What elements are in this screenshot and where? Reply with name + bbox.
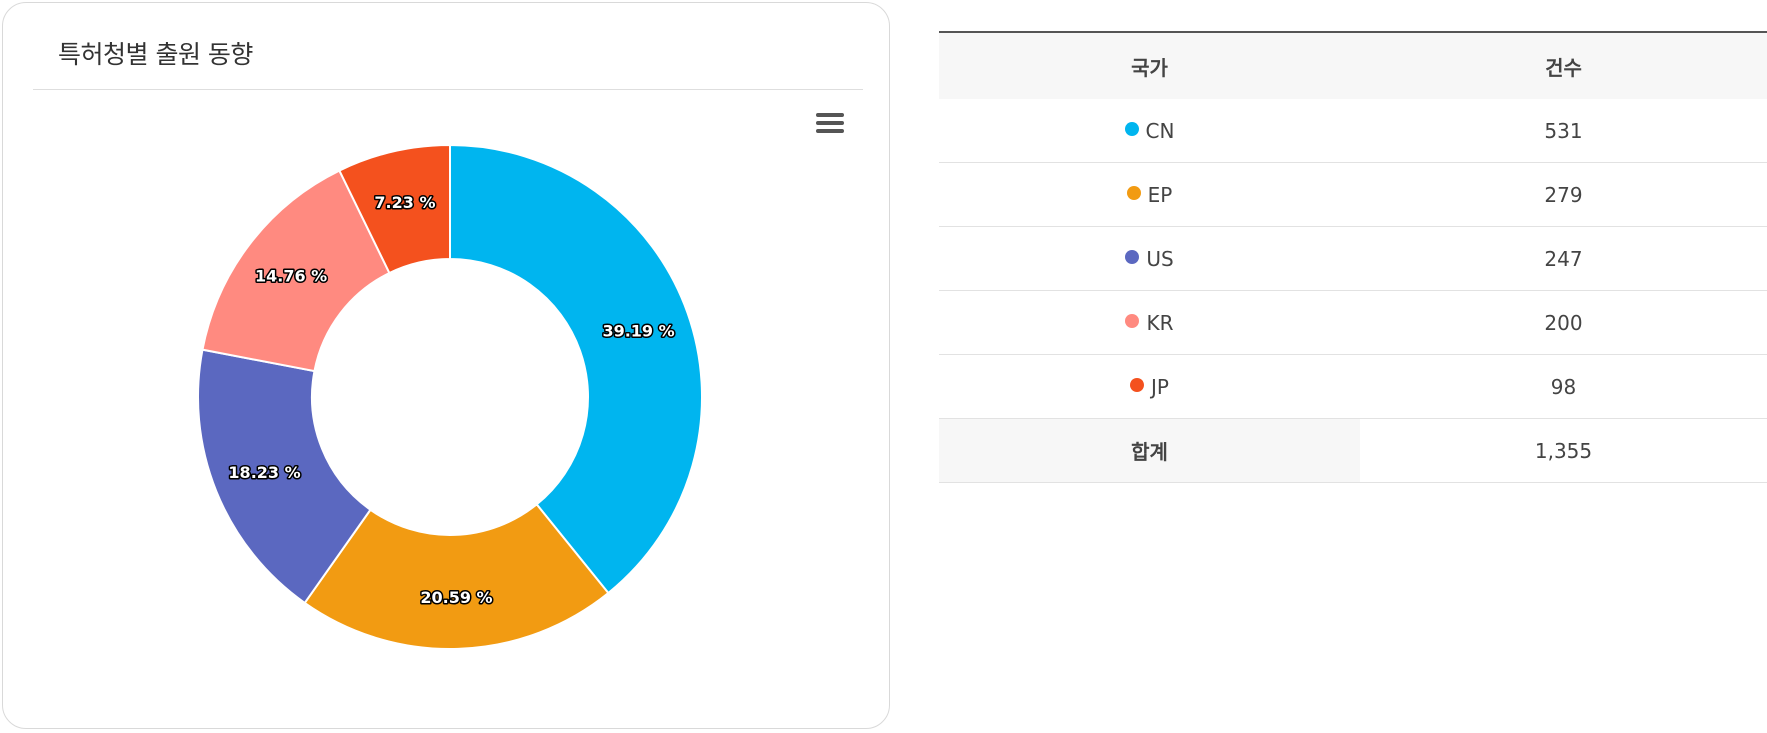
count-cell: 247 — [1544, 246, 1583, 271]
country-cell: KR — [939, 311, 1360, 335]
count-cell: 200 — [1544, 310, 1583, 335]
hamburger-menu-icon[interactable] — [816, 113, 844, 137]
table-row: JP 98 — [939, 355, 1767, 419]
table-total-row: 합계 1,355 — [939, 419, 1767, 483]
slice-jp[interactable] — [338, 143, 451, 275]
count-cell: 531 — [1544, 118, 1583, 143]
country-cell: EP — [939, 183, 1360, 207]
slice-label-ep: 20.59 % — [420, 588, 492, 607]
country-name: EP — [1147, 182, 1173, 207]
legend-dot-icon — [1125, 249, 1140, 264]
slice-us[interactable] — [197, 348, 372, 605]
header-count: 건수 — [1545, 55, 1582, 80]
slice-label-cn: 39.19 % — [602, 321, 674, 340]
legend-dot-icon — [1124, 121, 1139, 136]
chart-card: 특허청별 출원 동향 39.19 % 20.59 % 18.23 % 14.76 % 7… — [2, 2, 890, 729]
country-cell: CN — [939, 119, 1360, 143]
title-divider — [33, 89, 863, 90]
legend-dot-icon — [1126, 185, 1141, 200]
total-label: 합계 — [939, 419, 1360, 482]
country-cell: JP — [939, 375, 1360, 399]
legend-dot-icon — [1130, 377, 1145, 392]
header-country: 국가 — [1131, 55, 1168, 80]
country-cell: US — [939, 247, 1360, 271]
slice-cn[interactable] — [449, 143, 703, 595]
table-header: 국가 건수 — [939, 33, 1767, 99]
chart-title: 특허청별 출원 동향 — [58, 40, 253, 69]
slice-label-kr: 14.76 % — [255, 267, 327, 286]
count-cell: 279 — [1544, 182, 1583, 207]
country-name: CN — [1145, 118, 1175, 143]
country-name: JP — [1151, 374, 1169, 399]
slice-ep[interactable] — [303, 502, 610, 650]
country-table: 국가 건수 CN 531 EP 279 US 247 KR 200 JP 98 합계 1,355 — [939, 31, 1767, 483]
slice-label-jp: 7.23 % — [374, 193, 435, 212]
country-name: KR — [1146, 310, 1174, 335]
count-cell: 98 — [1550, 374, 1577, 399]
slice-label-us: 18.23 % — [228, 463, 300, 482]
country-name: US — [1146, 246, 1174, 271]
table-row: CN 531 — [939, 99, 1767, 163]
donut-chart: 39.19 % 20.59 % 18.23 % 14.76 % 7.23 % — [197, 143, 703, 650]
table-row: KR 200 — [939, 291, 1767, 355]
table-row: EP 279 — [939, 163, 1767, 227]
legend-dot-icon — [1125, 313, 1140, 328]
table-row: US 247 — [939, 227, 1767, 291]
total-count: 1,355 — [1534, 438, 1593, 463]
